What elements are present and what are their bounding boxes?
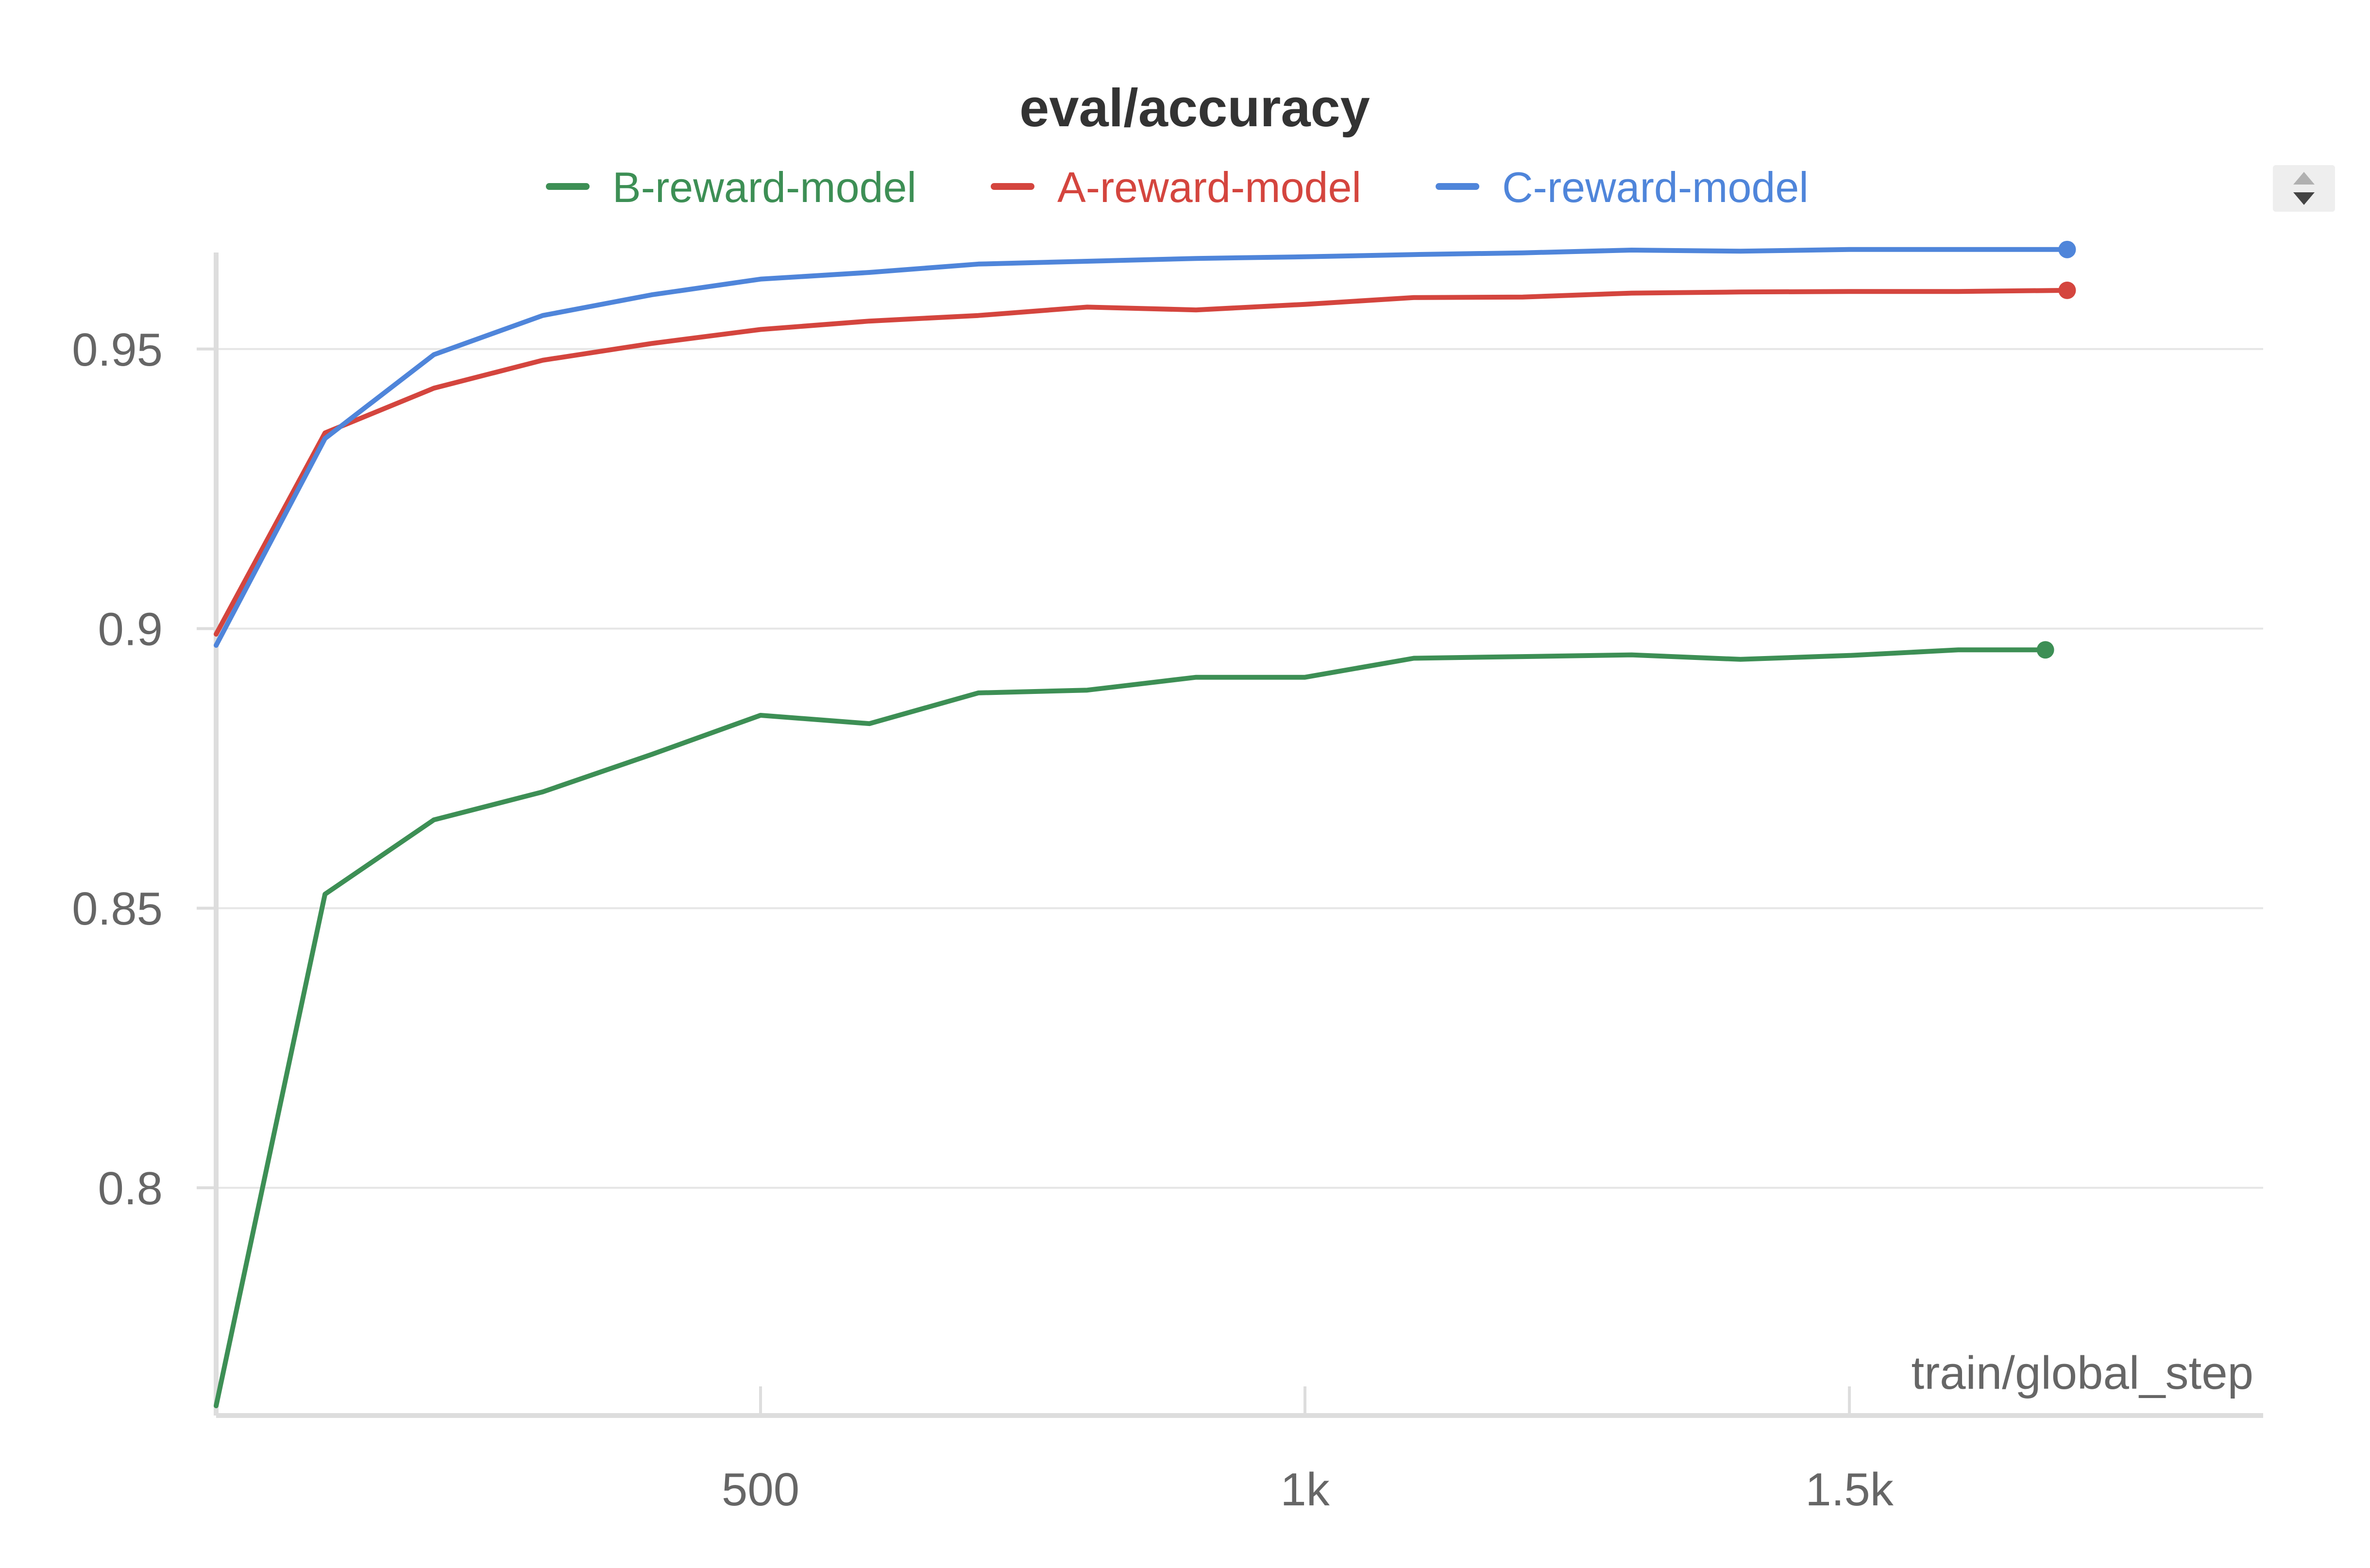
- y-tick-label: 0.85: [72, 883, 163, 935]
- chart-title: eval/accuracy: [1019, 78, 1370, 138]
- series-end-point: [2036, 641, 2054, 659]
- y-tick-label: 0.95: [72, 324, 163, 376]
- y-tick-label: 0.9: [98, 603, 163, 655]
- legend-item[interactable]: A-reward-model: [991, 163, 1361, 211]
- y-axis-ticks: 0.8 0.85 0.9 0.95: [72, 324, 216, 1214]
- legend-scroll-control[interactable]: [2273, 165, 2335, 212]
- y-tick-label: 0.8: [98, 1163, 163, 1214]
- axes: [214, 253, 2263, 1418]
- series-end-point: [2058, 281, 2076, 299]
- series-line: [214, 287, 2070, 637]
- x-tick-label: 500: [722, 1464, 799, 1516]
- series-end-point: [2058, 240, 2076, 258]
- series-line: [214, 247, 2070, 648]
- x-tick-label: 1k: [1280, 1464, 1330, 1516]
- series-A-reward-model: [214, 281, 2076, 637]
- x-axis-ticks: 500 1k 1.5k: [722, 1386, 1894, 1516]
- series-line: [214, 647, 2048, 1408]
- grid-lines: [216, 348, 2263, 1189]
- series-B-reward-model: [214, 641, 2054, 1408]
- up-down-arrows-icon: [2293, 172, 2315, 205]
- legend-label: B-reward-model: [612, 163, 916, 211]
- legend-label: A-reward-model: [1057, 163, 1361, 211]
- x-axis-label: train/global_step: [1912, 1347, 2253, 1399]
- legend-label: C-reward-model: [1502, 163, 1809, 211]
- series-lines: [214, 240, 2076, 1408]
- legend-item[interactable]: B-reward-model: [546, 163, 916, 211]
- x-tick-label: 1.5k: [1805, 1464, 1894, 1516]
- legend: B-reward-model A-reward-model C-reward-mod…: [546, 163, 1809, 211]
- series-C-reward-model: [214, 240, 2076, 648]
- legend-item[interactable]: C-reward-model: [1436, 163, 1809, 211]
